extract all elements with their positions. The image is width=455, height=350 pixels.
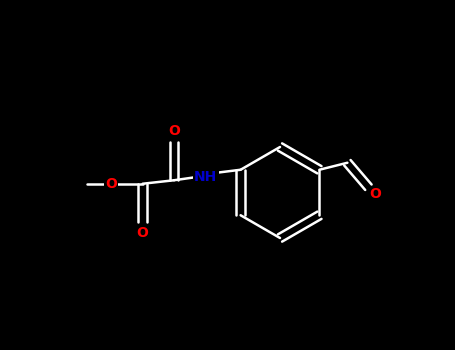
Text: O: O [369, 187, 381, 201]
Text: NH: NH [194, 170, 217, 184]
Text: O: O [168, 124, 180, 138]
Text: O: O [136, 226, 148, 240]
Text: O: O [105, 177, 117, 191]
